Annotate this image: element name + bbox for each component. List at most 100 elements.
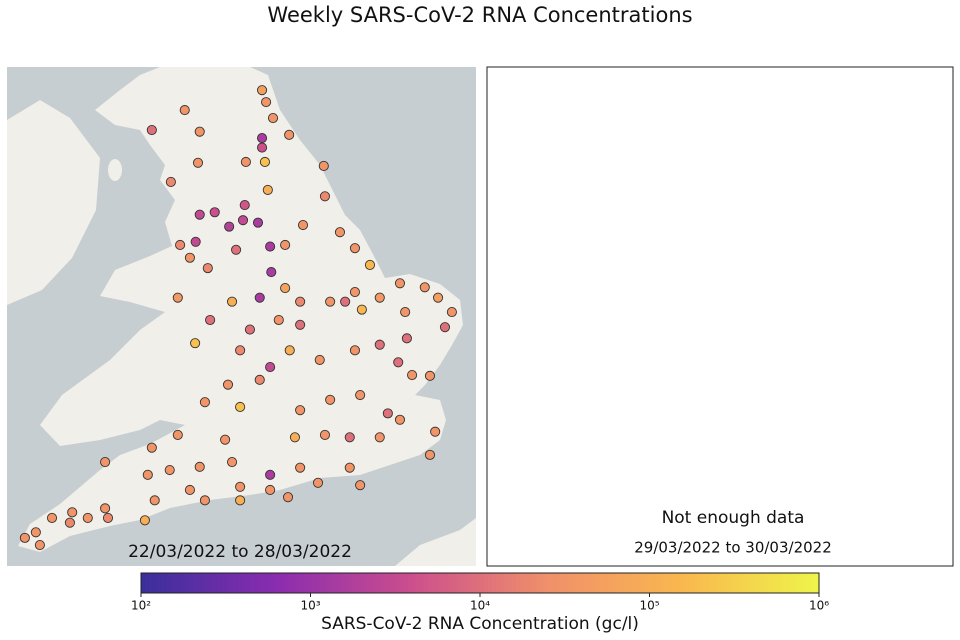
site-point [254,292,265,303]
colorbar-segment [743,573,748,593]
colorbar-segment [284,573,290,593]
site-point [265,469,276,480]
colorbar-segment [739,573,744,593]
colorbar-segment [432,573,437,593]
site-point [349,345,361,356]
colorbar-segment [148,573,154,593]
site-point [407,370,418,381]
site-point [256,142,268,153]
colorbar-segment [144,573,150,593]
site-point [192,157,204,168]
site-point [256,85,268,96]
colorbar-segment [176,573,182,593]
colorbar-segment [200,573,206,593]
colorbar-segment [543,573,549,593]
site-point [355,389,366,401]
site-point [67,507,78,518]
site-point [202,263,213,274]
colorbar-segment [731,573,736,593]
colorbar-segment [699,573,704,593]
site-point [289,432,300,443]
site-point [254,374,265,385]
colorbar-segment [591,573,597,593]
site-point [334,227,345,238]
colorbar-segment [711,573,716,593]
colorbar-segment [448,573,453,593]
site-point [179,105,190,116]
site-point [382,408,393,419]
colorbar-segment [236,573,242,593]
colorbar-segment [499,573,505,593]
site-point [318,160,329,172]
colorbar-segment [320,573,326,593]
site-point [184,484,195,496]
colorbar-segment [791,573,796,593]
isle-of-man [108,159,122,181]
colorbar-segment [599,573,605,593]
site-point [265,484,276,496]
site-point [220,434,231,445]
site-point [344,462,355,473]
site-point [244,324,255,335]
colorbar-segment [428,573,433,593]
colorbar-segment [571,573,577,593]
site-point [239,200,250,211]
colorbar-segment [160,573,166,593]
colorbar-segment [695,573,700,593]
site-point [149,495,160,506]
colorbar-segment [456,573,461,593]
site-point [224,221,235,232]
site-point [295,319,306,330]
colorbar-segment [216,573,222,593]
colorbar-segment [531,573,537,593]
site-point [142,469,153,480]
colorbar-tick-label: 10⁴ [470,599,490,613]
site-point [100,503,111,514]
colorbar-segment [539,573,545,593]
colorbar-segment [811,573,816,593]
colorbar-segment [208,573,214,593]
colorbar-segment [727,573,732,593]
colorbar-segment [691,573,696,593]
site-point [295,405,306,416]
site-point [319,191,330,202]
site-point [325,394,336,405]
colorbar-segment [715,573,720,593]
site-point [205,314,216,326]
colorbar-segment [639,573,645,593]
colorbar: 10² 10³ 10⁴ 10⁵ 10⁶ [131,572,829,613]
colorbar-segment [240,573,246,593]
colorbar-segment [232,573,238,593]
colorbar-segment [404,573,409,593]
colorbar-segment [300,573,306,593]
site-point [340,296,351,307]
colorbar-segment [523,573,529,593]
colorbar-segment [783,573,788,593]
site-point [139,515,150,526]
colorbar-segment [468,573,473,593]
colorbar-segment [156,573,162,593]
colorbar-segment [671,573,677,593]
site-point [284,129,295,140]
site-point [265,362,276,373]
colorbar-segment [815,573,820,593]
site-point [265,241,276,252]
site-point [146,124,157,136]
colorbar-segment [687,573,692,593]
site-point [430,426,441,437]
colorbar-segment [755,573,760,593]
colorbar-segment [795,573,800,593]
site-point [393,357,404,368]
site-point [82,512,93,523]
colorbar-segment [152,573,158,593]
colorbar-segment [603,573,609,593]
colorbar-segment [368,573,373,593]
colorbar-segment [424,573,429,593]
colorbar-segment [164,573,170,593]
colorbar-segment [196,573,202,593]
colorbar-segment [480,573,485,593]
colorbar-segment [260,573,266,593]
site-point [364,259,376,270]
colorbar-segment [444,573,449,593]
colorbar-segment [460,573,465,593]
